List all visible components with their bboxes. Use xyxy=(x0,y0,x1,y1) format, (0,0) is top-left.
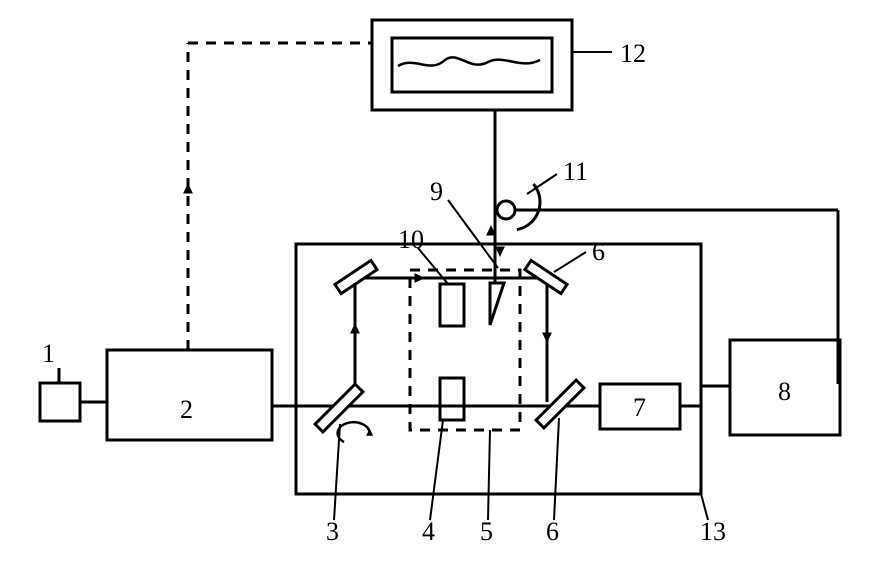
label-l4: 4 xyxy=(422,517,435,546)
label-l3: 3 xyxy=(326,517,339,546)
schematic-diagram: 123456678910111213 xyxy=(0,0,869,565)
label-l1: 1 xyxy=(42,339,55,368)
label-l2: 2 xyxy=(180,395,193,424)
label-l6b: 6 xyxy=(546,517,559,546)
label-l11: 11 xyxy=(563,157,588,186)
label-l13: 13 xyxy=(700,517,726,546)
label-l10: 10 xyxy=(398,225,424,254)
label-l8: 8 xyxy=(778,377,791,406)
label-l5: 5 xyxy=(480,517,493,546)
label-l12: 12 xyxy=(620,39,646,68)
label-l6t: 6 xyxy=(592,237,605,266)
label-l7: 7 xyxy=(633,393,646,422)
label-l9: 9 xyxy=(430,177,443,206)
